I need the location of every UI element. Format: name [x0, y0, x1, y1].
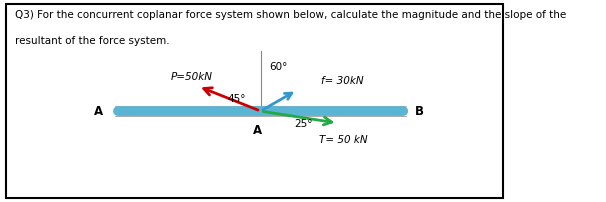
Text: P=50kN: P=50kN: [171, 72, 213, 82]
Text: A: A: [253, 124, 262, 137]
Text: 25°: 25°: [294, 119, 313, 129]
Text: Q3) For the concurrent coplanar force system shown below, calculate the magnitud: Q3) For the concurrent coplanar force sy…: [15, 10, 567, 20]
Text: resultant of the force system.: resultant of the force system.: [15, 36, 170, 46]
Text: A: A: [94, 105, 103, 118]
Bar: [6, 4, 503, 198]
Text: f= 30kN: f= 30kN: [321, 76, 364, 86]
Text: B: B: [415, 105, 424, 118]
Text: T= 50 kN: T= 50 kN: [319, 135, 368, 145]
Text: 45°: 45°: [227, 94, 246, 104]
Text: 60°: 60°: [270, 62, 288, 72]
